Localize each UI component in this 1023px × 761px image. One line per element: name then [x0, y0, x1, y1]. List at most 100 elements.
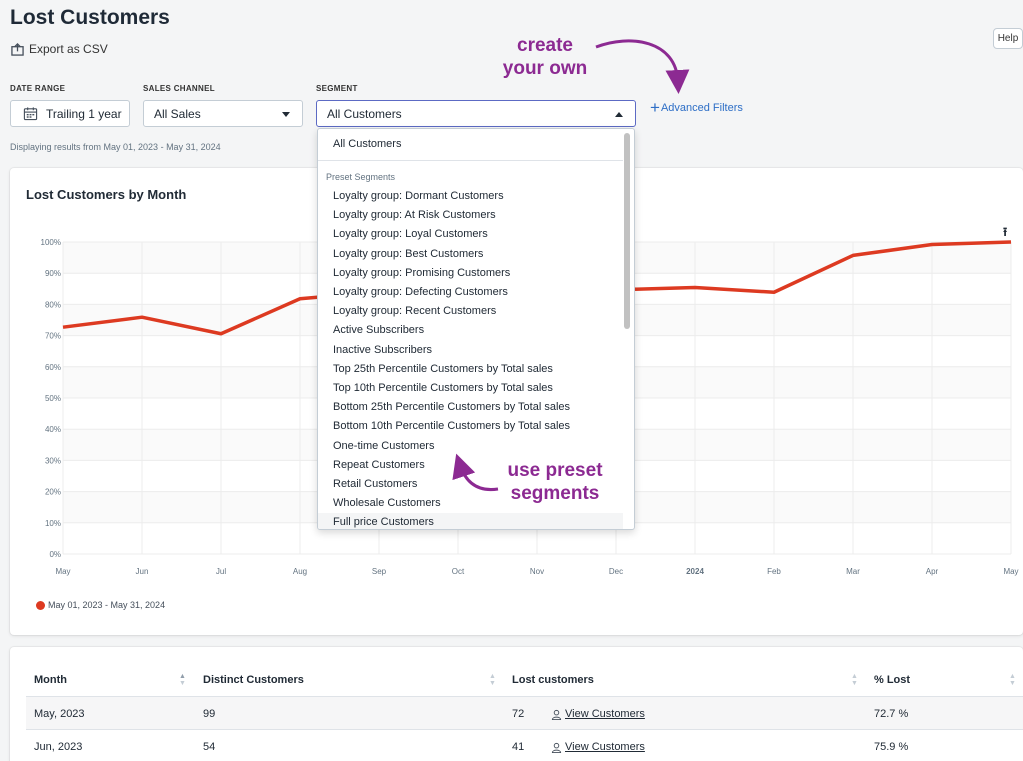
caret-down-icon: [282, 112, 290, 117]
date-range-value: Trailing 1 year: [46, 106, 122, 121]
user-icon: [551, 709, 562, 720]
export-label: Export as CSV: [29, 42, 108, 56]
segment-select[interactable]: All Customers: [316, 100, 636, 127]
dropdown-option[interactable]: One-time Customers: [333, 439, 435, 452]
dropdown-option[interactable]: Loyalty group: Dormant Customers: [333, 190, 504, 202]
table-card: Month ▲ ▼ Distinct Customers ▲ ▼ Lost cust…: [10, 647, 1023, 761]
dropdown-option[interactable]: Loyalty group: Loyal Customers: [333, 228, 488, 241]
advanced-filters-label: Advanced Filters: [660, 102, 743, 114]
x-tick-label: Jun: [136, 567, 149, 576]
legend-label: May 01, 2023 - May 31, 2024: [48, 600, 166, 610]
legend-dot: [36, 600, 45, 610]
dropdown-option[interactable]: Bottom 10th Percentile Customers by Tota…: [333, 420, 571, 433]
caret-up-icon: [615, 112, 623, 117]
x-tick-label: Jul: [216, 567, 226, 576]
cell-month: May, 2023: [34, 708, 85, 720]
x-tick-label: Sep: [372, 567, 387, 576]
y-tick-label: 20%: [45, 488, 61, 497]
y-tick-label: 50%: [45, 394, 61, 403]
view-customers-label: View Customers: [565, 708, 645, 720]
sales-channel-value: All Sales: [154, 106, 201, 121]
dropdown-option[interactable]: Loyalty group: Best Customers: [333, 247, 484, 260]
x-tick-label: 2024: [686, 567, 704, 576]
sort-icon[interactable]: ▲ ▼: [1009, 673, 1016, 687]
th-distinct-customers[interactable]: Distinct Customers: [203, 674, 304, 686]
segment-value: All Customers: [327, 106, 402, 121]
dropdown-option[interactable]: Loyalty group: At Risk Customers: [333, 209, 496, 222]
y-tick-label: 10%: [45, 519, 61, 528]
dropdown-option[interactable]: Loyalty group: Recent Customers: [333, 305, 497, 318]
view-customers-link[interactable]: View Customers: [551, 741, 645, 753]
cell-lost: 72: [512, 708, 525, 720]
sales-channel-select[interactable]: All Sales: [143, 100, 303, 127]
sort-icon[interactable]: ▲ ▼: [851, 673, 858, 687]
y-tick-label: 60%: [45, 363, 61, 372]
dropdown-divider: [318, 160, 623, 161]
annotation-use-preset-segments: use preset segments: [507, 460, 603, 504]
plus-icon: +: [650, 98, 660, 117]
dropdown-option[interactable]: Bottom 25th Percentile Customers by Tota…: [333, 401, 571, 414]
th-month[interactable]: Month: [34, 674, 67, 686]
x-tick-label: Oct: [452, 567, 465, 576]
table-row: Jun, 2023 54 41 View Customers 75.9 %: [26, 729, 1023, 761]
x-tick-label: Aug: [293, 567, 307, 576]
y-tick-label: 90%: [45, 269, 61, 278]
annotation-create-your-own: create your own: [502, 35, 588, 79]
dropdown-option[interactable]: Wholesale Customers: [333, 497, 441, 510]
chart-legend[interactable]: May 01, 2023 - May 31, 2024: [36, 600, 165, 610]
view-customers-label: View Customers: [565, 741, 645, 753]
cell-month: Jun, 2023: [34, 741, 83, 753]
export-csv-button[interactable]: Export as CSV: [11, 42, 108, 56]
cell-pct-lost: 72.7 %: [874, 708, 909, 720]
segment-dropdown-menu[interactable]: All Customers Preset Segments Loyalty gr…: [317, 128, 635, 530]
chart-title: Lost Customers by Month: [26, 187, 187, 202]
dropdown-option[interactable]: Full price Customers: [318, 513, 623, 529]
y-tick-label: 80%: [45, 300, 61, 309]
annotation-arrow-create: [595, 39, 690, 94]
cell-distinct: 99: [203, 708, 216, 720]
dropdown-scrollbar[interactable]: [624, 133, 630, 329]
x-tick-label: Nov: [530, 567, 544, 576]
x-tick-label: Apr: [926, 567, 939, 576]
dropdown-option[interactable]: Inactive Subscribers: [333, 343, 433, 356]
date-range-label: DATE RANGE: [10, 84, 66, 93]
th-lost-customers[interactable]: Lost customers: [512, 674, 594, 686]
dropdown-option[interactable]: Loyalty group: Defecting Customers: [333, 286, 508, 298]
dropdown-option[interactable]: Loyalty group: Promising Customers: [333, 266, 511, 279]
x-tick-label: Feb: [767, 567, 781, 576]
export-icon: [11, 42, 24, 56]
dropdown-option[interactable]: Active Subscribers: [333, 324, 425, 337]
advanced-filters-link[interactable]: + Advanced Filters: [650, 98, 743, 117]
sort-icon[interactable]: ▲ ▼: [489, 673, 496, 687]
x-tick-label: Dec: [609, 567, 623, 576]
dropdown-option[interactable]: Top 25th Percentile Customers by Total s…: [333, 362, 553, 375]
x-tick-label: May: [55, 567, 70, 576]
help-button[interactable]: Help: [993, 28, 1023, 49]
dropdown-option-all-customers[interactable]: All Customers: [333, 138, 402, 150]
y-tick-label: 70%: [45, 332, 61, 341]
sort-icon[interactable]: ▲ ▼: [179, 673, 186, 687]
dropdown-group-label: Preset Segments: [326, 172, 396, 182]
x-tick-label: Mar: [846, 567, 860, 576]
y-tick-label: 0%: [49, 550, 61, 559]
date-range-button[interactable]: Trailing 1 year: [10, 100, 130, 127]
y-tick-label: 40%: [45, 425, 61, 434]
x-tick-label: May: [1003, 567, 1018, 576]
displaying-results-text: Displaying results from May 01, 2023 - M…: [10, 142, 221, 152]
view-customers-link[interactable]: View Customers: [551, 708, 645, 720]
y-tick-label: 30%: [45, 456, 61, 465]
page-title: Lost Customers: [10, 6, 170, 29]
sales-channel-label: SALES CHANNEL: [143, 84, 215, 93]
cell-distinct: 54: [203, 741, 216, 753]
calendar-icon: [23, 107, 38, 121]
cell-lost: 41: [512, 741, 525, 753]
dropdown-option[interactable]: Top 10th Percentile Customers by Total s…: [333, 382, 553, 394]
user-icon: [551, 742, 562, 753]
dropdown-option[interactable]: Retail Customers: [333, 478, 418, 490]
th-pct-lost[interactable]: % Lost: [874, 674, 911, 686]
download-icon[interactable]: ⭱: [1003, 225, 1008, 239]
dropdown-option[interactable]: Repeat Customers: [333, 458, 425, 471]
segment-label: SEGMENT: [316, 84, 358, 93]
y-tick-label: 100%: [41, 238, 61, 247]
table-row: May, 2023 99 72 View Customers 72.7 %: [26, 696, 1023, 729]
